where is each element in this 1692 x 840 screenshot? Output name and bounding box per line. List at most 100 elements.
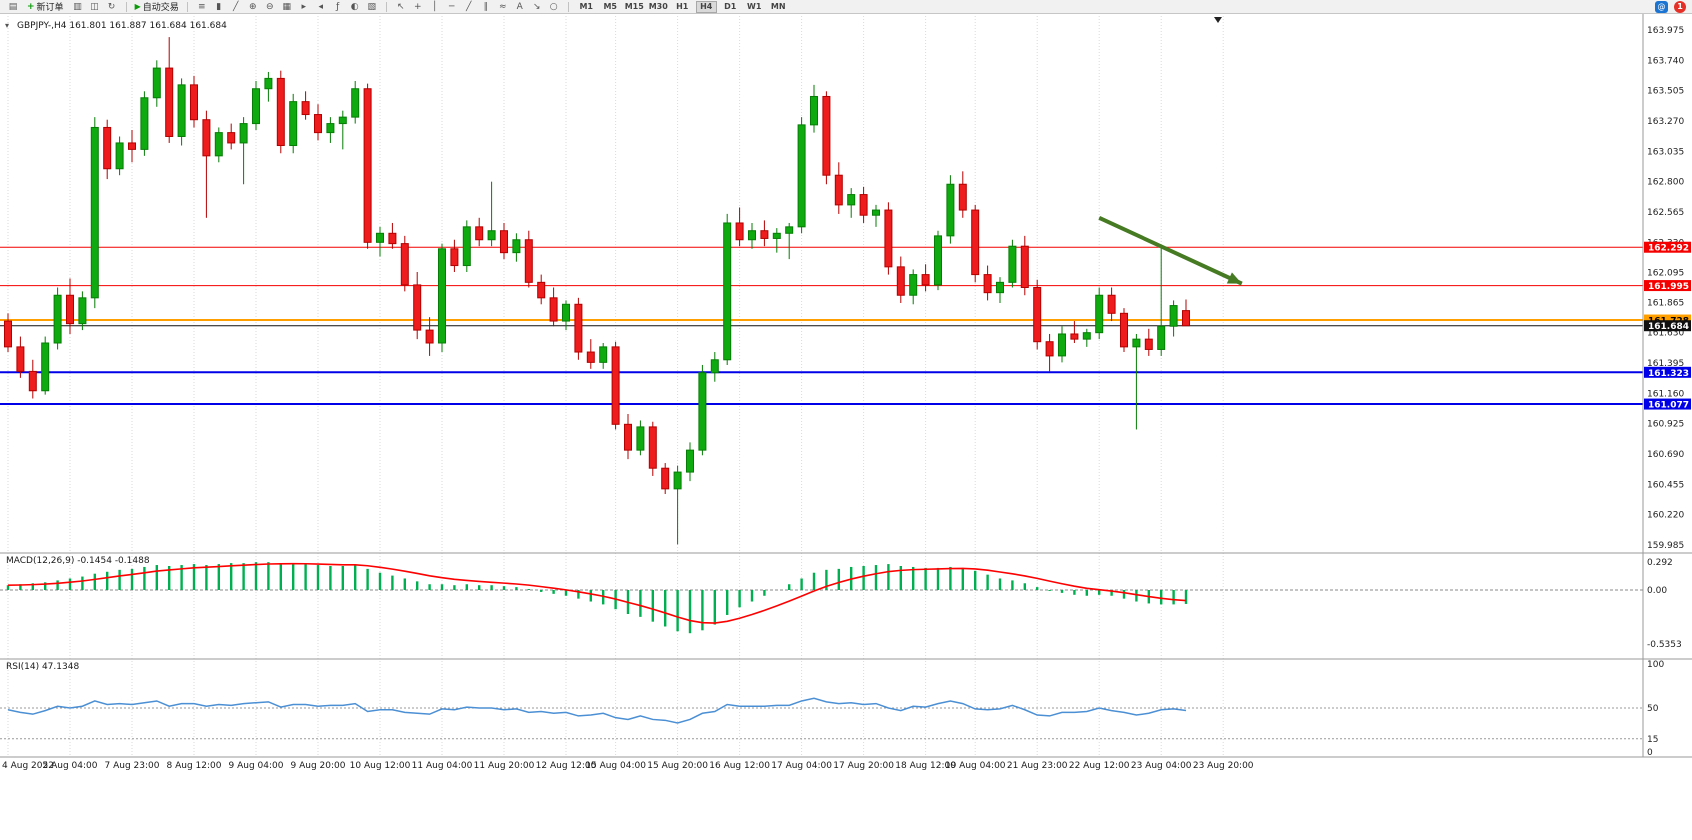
- svg-text:160.220: 160.220: [1647, 511, 1684, 521]
- candlestick-chart-icon[interactable]: ▮: [216, 1, 222, 12]
- tile-windows-icon[interactable]: ▦: [282, 1, 291, 12]
- one-click-trading-toggle[interactable]: ▾: [5, 21, 10, 30]
- symbol-ohlc-label: GBPJPY-,H4 161.801 161.887 161.684 161.6…: [17, 21, 227, 31]
- svg-text:9 Aug 04:00: 9 Aug 04:00: [229, 761, 284, 771]
- timeframe-D1[interactable]: D1: [724, 2, 737, 11]
- panel-separators[interactable]: [0, 14, 1692, 758]
- toolbar-separator: [567, 1, 569, 12]
- toolbar-group-windows: ▥ ◫ ↻: [71, 1, 119, 13]
- svg-text:159.985: 159.985: [1647, 541, 1684, 551]
- horizontal-lines[interactable]: [0, 246, 1643, 406]
- text-icon[interactable]: A: [516, 1, 523, 12]
- vertical-line-icon[interactable]: │: [432, 1, 438, 12]
- svg-text:15: 15: [1647, 735, 1658, 745]
- price-chart-canvas[interactable]: 163.975 163.740 163.505 163.270 163.035 162.8…: [0, 14, 1692, 840]
- new-order-label: 新订单: [36, 3, 64, 13]
- timeframe-H4[interactable]: H4: [695, 0, 717, 13]
- timeframe-H1[interactable]: H1: [676, 2, 689, 11]
- zoom-in-icon[interactable]: ⊕: [248, 1, 257, 12]
- trend-arrow-annotation[interactable]: [1098, 215, 1243, 286]
- toolbar-right: @ 1: [1655, 0, 1689, 13]
- svg-text:163.975: 163.975: [1647, 26, 1684, 36]
- templates-icon[interactable]: ▧: [367, 1, 376, 12]
- macd-indicator-label: MACD(12,26,9) -0.1454 -0.1488: [6, 556, 150, 566]
- community-icon[interactable]: @: [1655, 0, 1668, 13]
- new-order-icon: +: [27, 1, 35, 12]
- bar-chart-icon[interactable]: ≡: [197, 1, 206, 12]
- charts-grid-icon[interactable]: ◫: [90, 1, 99, 12]
- toolbar-group-file: ▤: [6, 1, 20, 13]
- svg-text:18 Aug 12:00: 18 Aug 12:00: [895, 761, 956, 771]
- svg-text:163.740: 163.740: [1647, 56, 1684, 66]
- price-tag: [1644, 398, 1691, 410]
- cursor-icon[interactable]: ↖: [396, 1, 405, 12]
- svg-text:23 Aug 04:00: 23 Aug 04:00: [1131, 761, 1192, 771]
- svg-text:21 Aug 23:00: 21 Aug 23:00: [1007, 761, 1068, 771]
- timeframe-M1[interactable]: M1: [579, 2, 593, 11]
- chart-workspace[interactable]: 163.975 163.740 163.505 163.270 163.035 162.8…: [0, 14, 1692, 840]
- chart-shift-icon[interactable]: ◂: [318, 1, 323, 12]
- svg-text:4 Aug 2022: 4 Aug 2022: [2, 761, 54, 771]
- svg-text:22 Aug 12:00: 22 Aug 12:00: [1069, 761, 1130, 771]
- chart-shift-marker: [1214, 17, 1222, 23]
- svg-text:12 Aug 12:00: 12 Aug 12:00: [536, 761, 597, 771]
- svg-text:161.630: 161.630: [1647, 329, 1684, 339]
- new-chart-icon[interactable]: ▤: [8, 1, 18, 12]
- candles: [4, 37, 1190, 545]
- svg-text:161.995: 161.995: [1648, 282, 1689, 292]
- toolbar-group-chart-controls: ≡ ▮ ╱ ⊕ ⊖ ▦ ▸ ◂ ƒ ◐ ▧: [195, 1, 379, 13]
- rsi-indicator-label: RSI(14) 47.1348: [6, 662, 80, 672]
- svg-text:0: 0: [1647, 748, 1653, 758]
- price-tag: [1644, 366, 1691, 378]
- timeframe-M15[interactable]: M15: [624, 2, 644, 11]
- timeframe-M5[interactable]: M5: [603, 2, 617, 11]
- shapes-icon[interactable]: ○: [549, 1, 558, 12]
- svg-text:15 Aug 04:00: 15 Aug 04:00: [585, 761, 646, 771]
- price-tag: [1644, 280, 1691, 292]
- indicators-icon[interactable]: ƒ: [336, 1, 340, 12]
- zoom-out-icon[interactable]: ⊖: [265, 1, 274, 12]
- svg-text:163.270: 163.270: [1647, 117, 1684, 127]
- svg-text:7 Aug 23:00: 7 Aug 23:00: [105, 761, 160, 771]
- notification-badge[interactable]: 1: [1674, 0, 1686, 13]
- timeframe-W1[interactable]: W1: [747, 2, 762, 11]
- svg-text:11 Aug 20:00: 11 Aug 20:00: [474, 761, 535, 771]
- timeframe-MN[interactable]: MN: [770, 2, 786, 11]
- profiles-icon[interactable]: ▥: [73, 1, 82, 12]
- timeframe-M30[interactable]: M30: [648, 2, 668, 11]
- svg-text:23 Aug 20:00: 23 Aug 20:00: [1193, 761, 1254, 771]
- svg-text:11 Aug 04:00: 11 Aug 04:00: [412, 761, 473, 771]
- crosshair-icon[interactable]: +: [413, 1, 422, 12]
- svg-text:162.565: 162.565: [1647, 208, 1684, 218]
- rsi-panel: [0, 697, 1643, 740]
- toolbar-group-line-studies: ↖ + │ ─ ╱ ∥ ≈ A ↘ ○: [394, 1, 561, 13]
- trendline-icon[interactable]: ╱: [466, 1, 472, 12]
- svg-text:160.925: 160.925: [1647, 420, 1684, 430]
- macd-panel: [0, 562, 1643, 634]
- line-chart-icon[interactable]: ╱: [233, 1, 239, 12]
- svg-text:50: 50: [1647, 704, 1659, 714]
- svg-text:160.455: 160.455: [1647, 480, 1684, 490]
- svg-text:0.00: 0.00: [1647, 586, 1667, 596]
- svg-text:161.684: 161.684: [1648, 322, 1689, 332]
- fibonacci-icon[interactable]: ≈: [498, 1, 507, 12]
- svg-text:17 Aug 04:00: 17 Aug 04:00: [771, 761, 832, 771]
- refresh-icon[interactable]: ↻: [107, 1, 116, 12]
- channel-icon[interactable]: ∥: [483, 1, 488, 12]
- auto-scroll-icon[interactable]: ▸: [301, 1, 306, 12]
- toolbar-separator: [186, 1, 188, 12]
- svg-text:0.292: 0.292: [1647, 558, 1673, 568]
- horizontal-line-icon[interactable]: ─: [449, 1, 455, 12]
- svg-text:15 Aug 20:00: 15 Aug 20:00: [647, 761, 708, 771]
- svg-text:162.095: 162.095: [1647, 269, 1684, 279]
- price-axis[interactable]: 163.975 163.740 163.505 163.270 163.035 162.8…: [1644, 26, 1691, 758]
- arrow-tool-icon[interactable]: ↘: [532, 1, 541, 12]
- price-tag: [1644, 314, 1691, 326]
- new-order-button[interactable]: + 新订单: [23, 1, 68, 14]
- svg-text:162.292: 162.292: [1648, 244, 1689, 254]
- autotrading-button[interactable]: ▶ 自动交易: [131, 1, 183, 13]
- periods-icon[interactable]: ◐: [350, 1, 359, 12]
- svg-text:162.800: 162.800: [1647, 178, 1684, 188]
- svg-text:-0.5353: -0.5353: [1647, 640, 1682, 650]
